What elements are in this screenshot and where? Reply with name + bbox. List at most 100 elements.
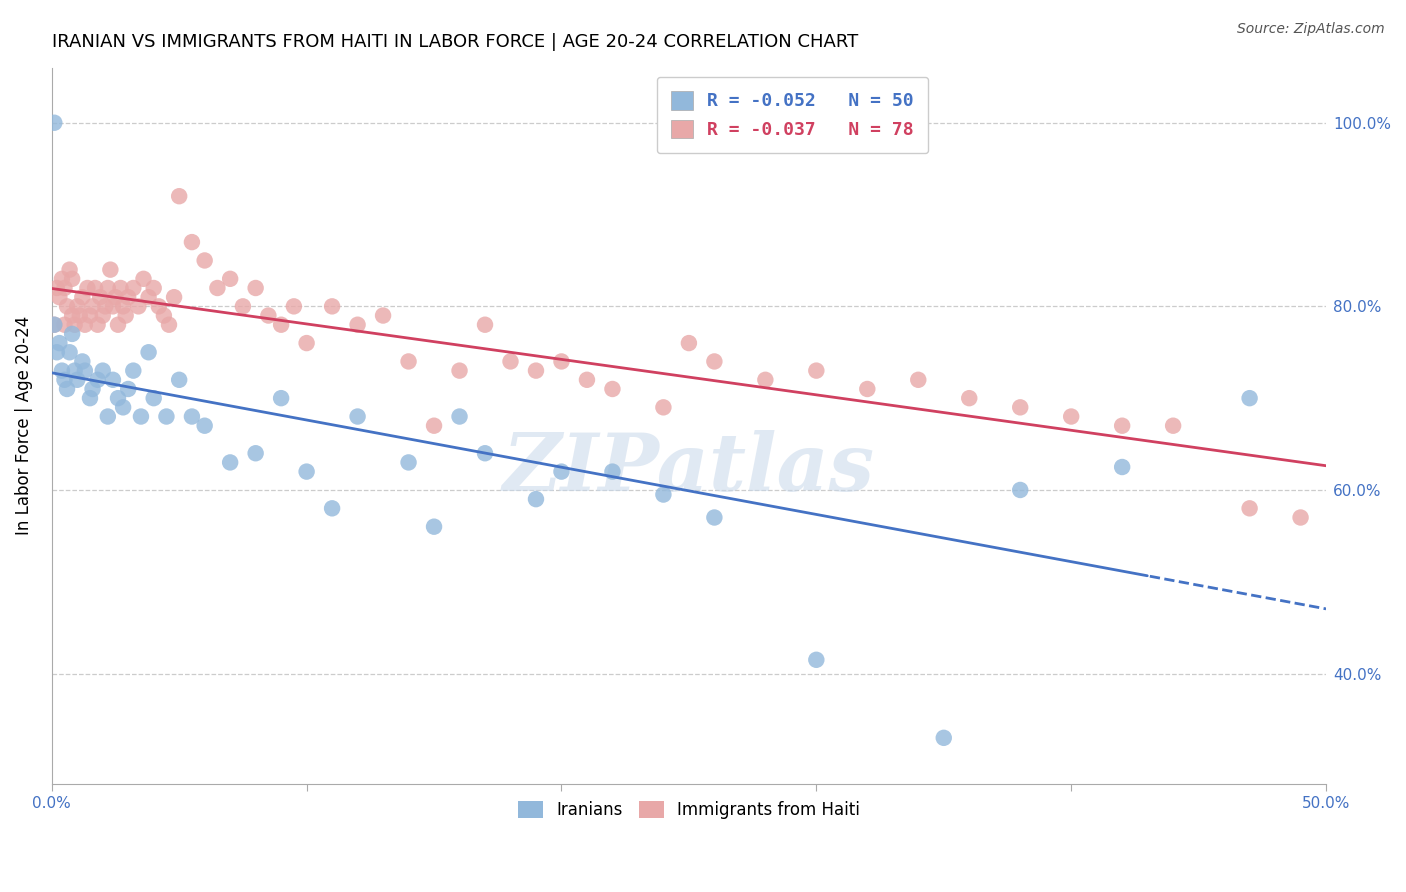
Point [423, 519, 446, 533]
Point [91, 309, 114, 323]
Point [499, 354, 522, 368]
Point [155, 409, 177, 424]
Point [60, 272, 83, 286]
Point [181, 409, 204, 424]
Point [56, 299, 79, 313]
Point [398, 354, 420, 368]
Point [856, 382, 879, 396]
Point [346, 409, 368, 424]
Point [270, 391, 292, 405]
Point [167, 189, 190, 203]
Point [138, 290, 160, 304]
Point [72, 354, 94, 368]
Point [51, 272, 73, 286]
Point [63, 318, 86, 332]
Point [157, 318, 180, 332]
Point [295, 336, 318, 351]
Point [652, 487, 675, 501]
Point [73, 318, 96, 332]
Point [257, 309, 280, 323]
Point [232, 299, 254, 313]
Point [295, 465, 318, 479]
Point [79, 309, 101, 323]
Point [60, 326, 83, 341]
Point [321, 299, 343, 313]
Point [346, 318, 368, 332]
Point [73, 363, 96, 377]
Point [1010, 401, 1032, 415]
Point [602, 382, 624, 396]
Point [112, 401, 135, 415]
Point [107, 391, 129, 405]
Text: ZIPatlas: ZIPatlas [503, 430, 875, 508]
Point [86, 373, 108, 387]
Point [94, 299, 117, 313]
Text: IRANIAN VS IMMIGRANTS FROM HAITI IN LABOR FORCE | AGE 20-24 CORRELATION CHART: IRANIAN VS IMMIGRANTS FROM HAITI IN LABO… [52, 33, 858, 51]
Point [58, 345, 80, 359]
Point [524, 363, 547, 377]
Point [703, 510, 725, 524]
Point [79, 391, 101, 405]
Point [82, 382, 104, 396]
Point [398, 455, 420, 469]
Point [1289, 510, 1312, 524]
Point [110, 281, 132, 295]
Point [129, 409, 152, 424]
Point [117, 290, 139, 304]
Point [82, 299, 104, 313]
Point [44, 116, 66, 130]
Point [1111, 460, 1133, 475]
Point [449, 409, 471, 424]
Point [97, 409, 120, 424]
Point [550, 465, 572, 479]
Point [245, 281, 267, 295]
Point [550, 354, 572, 368]
Point [283, 299, 305, 313]
Point [122, 363, 145, 377]
Point [142, 281, 165, 295]
Point [1239, 391, 1261, 405]
Point [48, 336, 70, 351]
Point [45, 281, 67, 295]
Point [107, 318, 129, 332]
Point [56, 382, 79, 396]
Point [86, 318, 108, 332]
Point [69, 309, 91, 323]
Point [148, 299, 170, 313]
Point [142, 391, 165, 405]
Point [806, 363, 828, 377]
Point [449, 363, 471, 377]
Point [207, 281, 229, 295]
Point [138, 345, 160, 359]
Point [219, 272, 242, 286]
Point [219, 455, 242, 469]
Point [53, 318, 76, 332]
Point [423, 418, 446, 433]
Point [371, 309, 394, 323]
Point [474, 446, 496, 460]
Point [91, 363, 114, 377]
Point [98, 262, 121, 277]
Point [44, 318, 66, 332]
Point [163, 290, 186, 304]
Y-axis label: In Labor Force | Age 20-24: In Labor Force | Age 20-24 [15, 316, 32, 535]
Point [1111, 418, 1133, 433]
Point [270, 318, 292, 332]
Point [1161, 418, 1184, 433]
Point [957, 391, 980, 405]
Point [114, 309, 136, 323]
Point [245, 446, 267, 460]
Point [132, 272, 155, 286]
Point [474, 318, 496, 332]
Point [63, 363, 86, 377]
Point [806, 653, 828, 667]
Point [97, 281, 120, 295]
Point [602, 465, 624, 479]
Point [167, 373, 190, 387]
Point [76, 281, 98, 295]
Point [153, 309, 176, 323]
Point [66, 373, 89, 387]
Point [58, 262, 80, 277]
Text: Source: ZipAtlas.com: Source: ZipAtlas.com [1237, 22, 1385, 37]
Point [1060, 409, 1083, 424]
